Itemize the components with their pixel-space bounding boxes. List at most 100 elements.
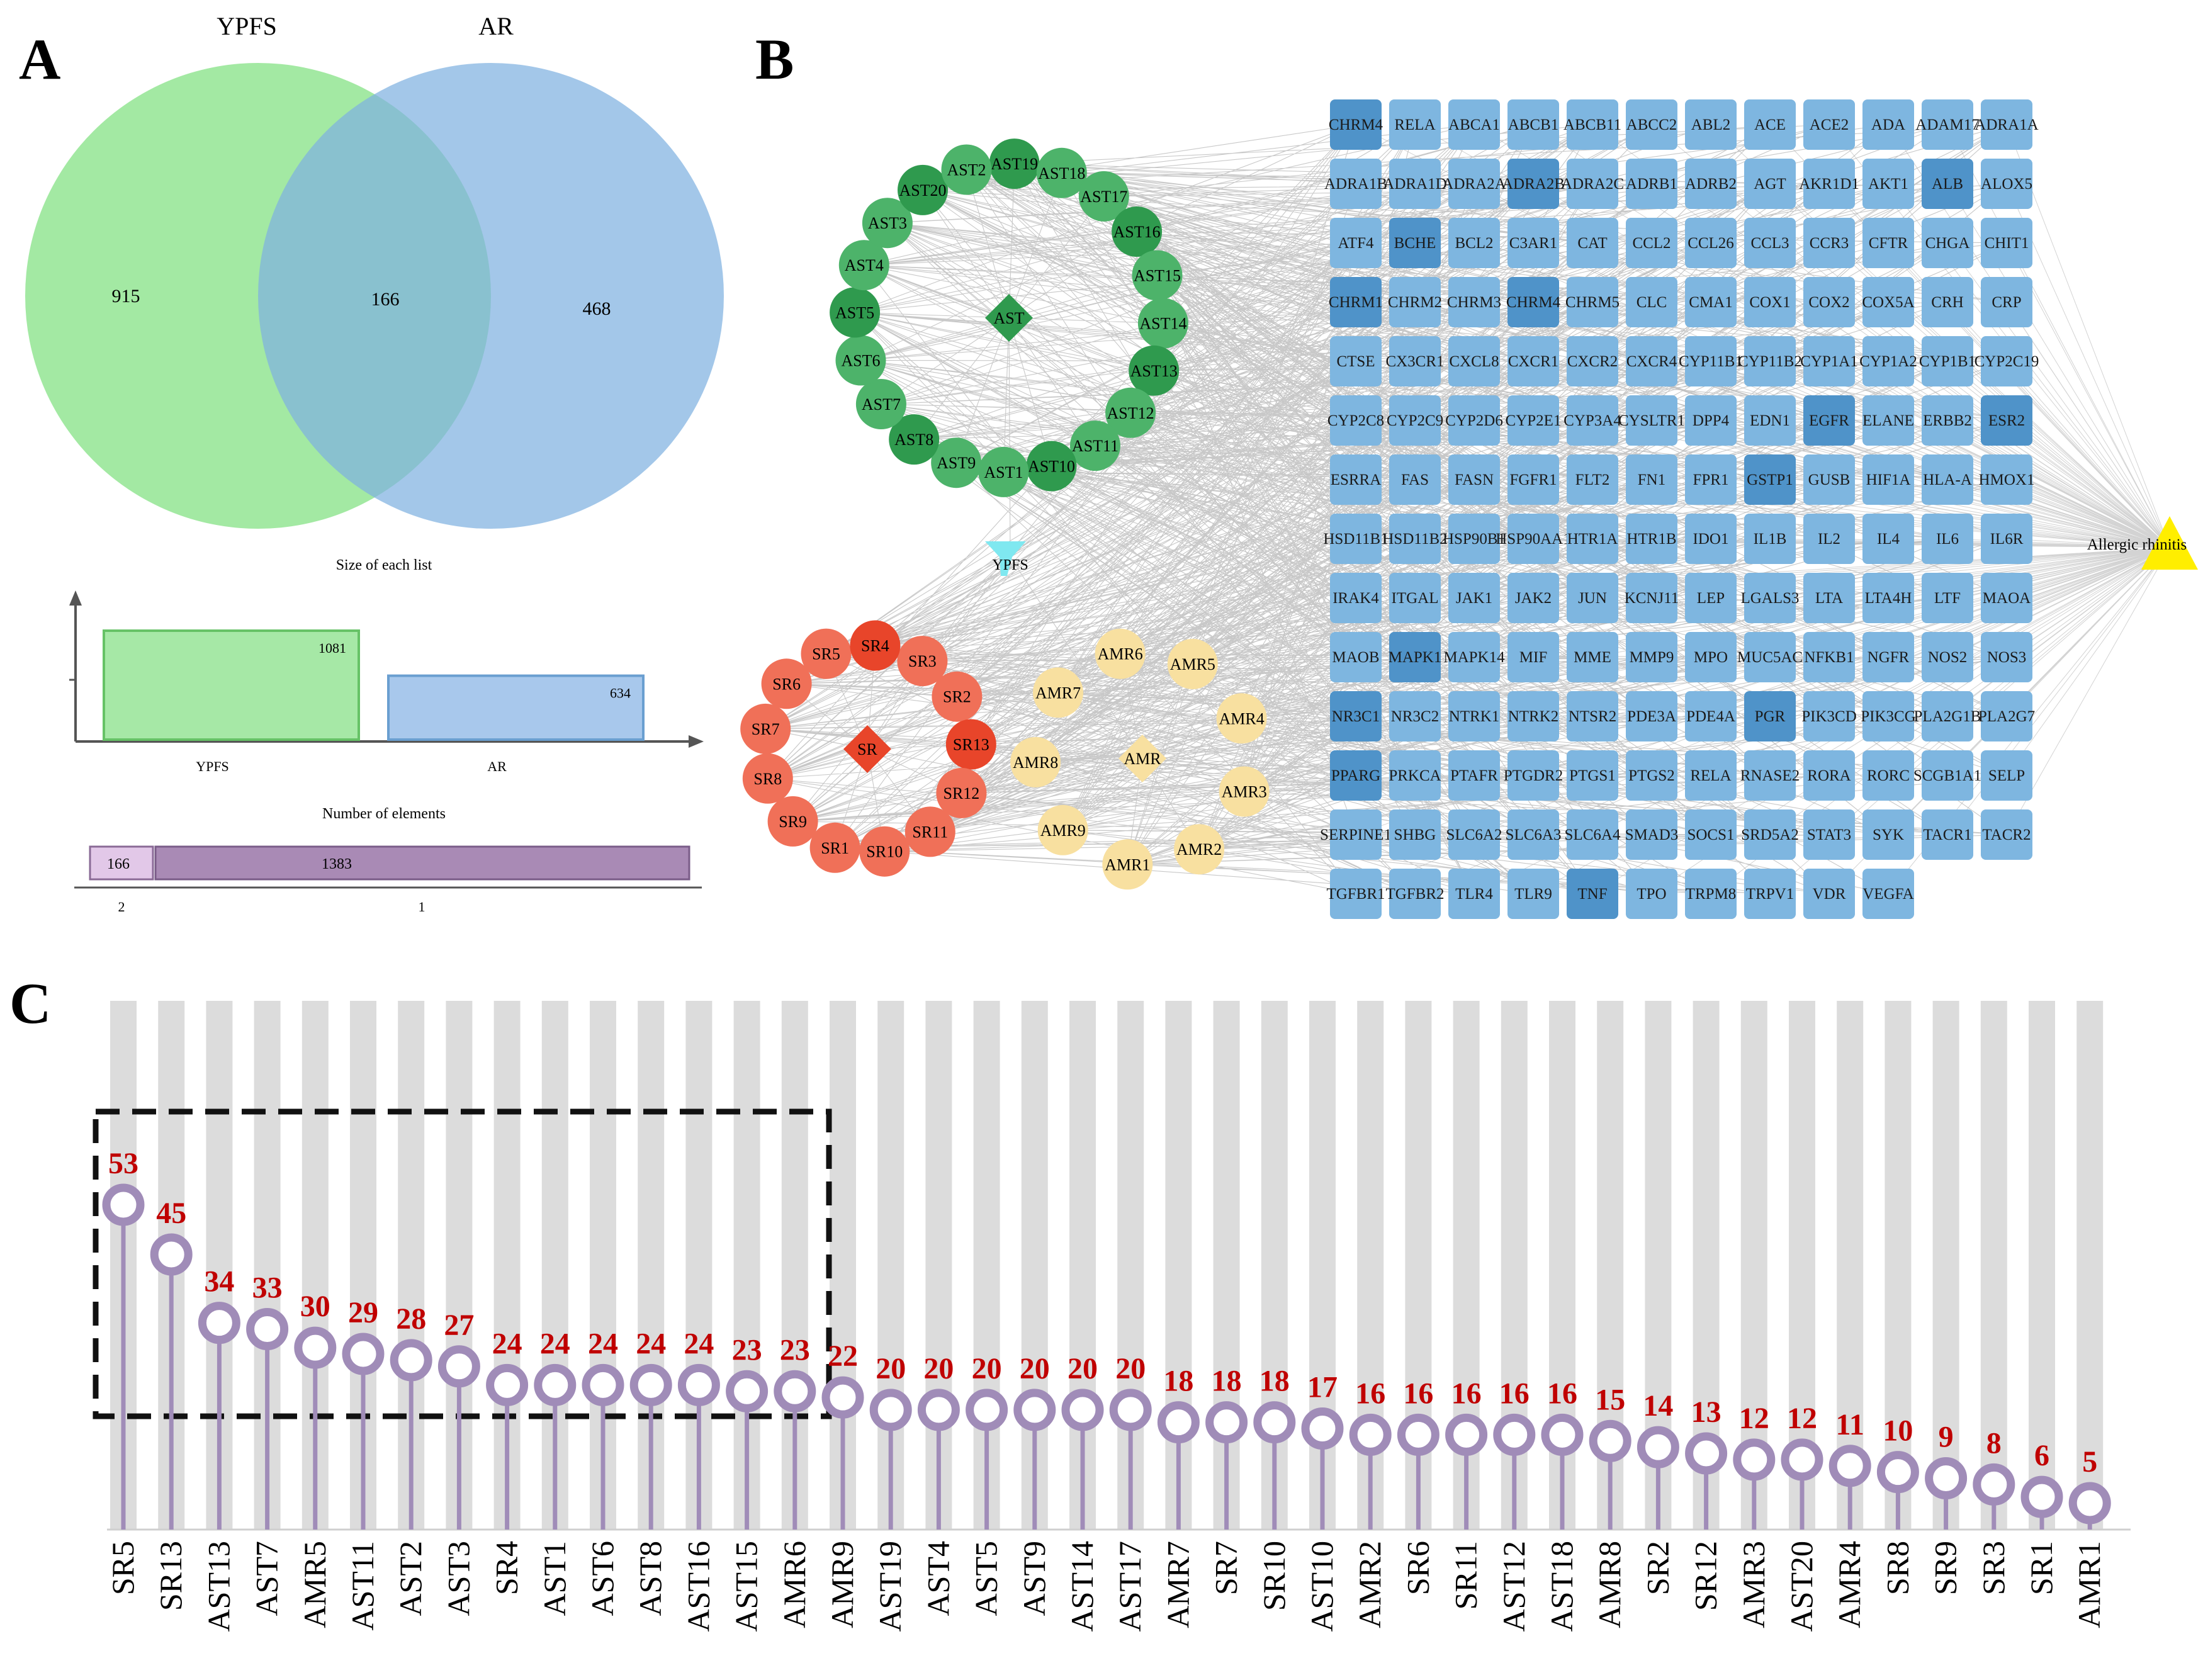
lollipop-category-label: SR11 <box>1448 1541 1484 1610</box>
target-label: SLC6A3 <box>1506 826 1562 843</box>
lollipop-value-label: 53 <box>108 1147 138 1180</box>
target-label: JAK2 <box>1515 590 1552 607</box>
venn-only1-count: 915 <box>112 286 140 307</box>
compound-node <box>835 335 886 386</box>
target-label: PDE4A <box>1686 708 1735 725</box>
target-node <box>1922 336 1973 386</box>
target-label: MAOB <box>1332 649 1379 666</box>
target-label: CXCR2 <box>1567 353 1618 370</box>
compound-label: AST6 <box>841 352 880 370</box>
lollipop-value-label: 18 <box>1259 1365 1290 1398</box>
target-label: CCL26 <box>1687 235 1734 252</box>
compound-label: AST9 <box>937 454 976 472</box>
target-node <box>1448 99 1500 150</box>
target-label: MAPK14 <box>1443 649 1505 666</box>
target-node <box>1862 573 1914 623</box>
target-label: CAT <box>1577 235 1607 252</box>
ast-hub-node <box>985 294 1033 342</box>
compound-node <box>767 796 818 847</box>
upset-segment-single <box>154 845 690 881</box>
lollipop-marker <box>150 1233 193 1276</box>
target-node <box>1330 750 1382 801</box>
target-node <box>1981 277 2032 327</box>
lollipop-value-label: 20 <box>972 1352 1002 1385</box>
target-label: MAOA <box>1983 590 2031 607</box>
lollipop-value-label: 11 <box>1836 1408 1864 1441</box>
target-node <box>1330 159 1382 209</box>
lollipop-category-label: AST15 <box>729 1541 764 1632</box>
target-node <box>1744 395 1796 446</box>
lollipop-marker <box>1253 1401 1296 1444</box>
lollipop-category-label: AST5 <box>969 1541 1004 1616</box>
target-node <box>1981 395 2032 446</box>
target-label: ELANE <box>1862 412 1914 429</box>
target-label: NOS3 <box>1987 649 2027 666</box>
compound-node <box>932 671 983 722</box>
target-label: TGFBR2 <box>1385 886 1444 903</box>
target-node <box>1803 869 1855 919</box>
target-label: PTGS1 <box>1569 767 1616 784</box>
venn-overlap-count: 166 <box>371 289 400 310</box>
target-node <box>1981 336 2032 386</box>
upset-segment-overlap <box>89 845 154 881</box>
lollipop-value-label: 20 <box>1020 1352 1050 1385</box>
target-node <box>1685 277 1737 327</box>
compound-label: AST12 <box>1107 404 1154 422</box>
compound-node <box>989 138 1040 189</box>
target-node <box>1685 336 1737 386</box>
target-label: MPO <box>1694 649 1728 666</box>
target-label: CYP2C9 <box>1387 412 1443 429</box>
compound-node <box>936 767 987 818</box>
lollipop-value-label: 24 <box>684 1327 714 1360</box>
target-node <box>1567 159 1618 209</box>
network-target-grid: CHRM4 RELA ABCA1 ABCB1 ABCB11 ABCC2 ABL2 ACE ACE… <box>1320 99 2039 919</box>
target-node <box>1685 869 1737 919</box>
target-label: MME <box>1574 649 1611 666</box>
target-node <box>1981 99 2032 150</box>
compound-label: AMR4 <box>1219 709 1264 728</box>
target-label: SELP <box>1988 767 2025 784</box>
target-node <box>1448 454 1500 505</box>
lollipop-value-label: 8 <box>1986 1426 2002 1460</box>
target-node <box>1330 514 1382 564</box>
lollipop-value-label: 18 <box>1163 1365 1193 1398</box>
target-node <box>1685 159 1737 209</box>
target-label: EGFR <box>1809 412 1849 429</box>
target-node <box>1862 514 1914 564</box>
compound-node <box>862 198 913 249</box>
chart-column <box>2076 1001 2104 1530</box>
lollipop-value-label: 16 <box>1451 1377 1482 1410</box>
target-label: FN1 <box>1638 471 1665 488</box>
target-label: ADRA2B <box>1502 176 1565 193</box>
target-label: AKR1D1 <box>1799 176 1859 193</box>
target-node <box>1803 395 1855 446</box>
target-label: CXCL8 <box>1449 353 1499 370</box>
target-label: PIK3CG <box>1861 708 1916 725</box>
target-node <box>1567 336 1618 386</box>
lollipop-category-label: AMR2 <box>1352 1541 1387 1628</box>
compound-label: AMR1 <box>1105 855 1150 874</box>
target-node <box>1922 514 1973 564</box>
lollipop-category-label: SR3 <box>1976 1541 2011 1595</box>
target-label: RELA <box>1394 116 1435 133</box>
target-node <box>1803 336 1855 386</box>
panel-b-label: B <box>755 27 794 91</box>
lollipop-value-label: 9 <box>1939 1421 1954 1454</box>
lollipop-marker <box>1637 1426 1679 1469</box>
compound-label: SR11 <box>912 823 948 841</box>
target-node <box>1803 750 1855 801</box>
target-label: DPP4 <box>1693 412 1730 429</box>
lollipop-value-label: 14 <box>1643 1389 1673 1423</box>
compound-label: AST10 <box>1028 458 1075 476</box>
compound-label: AST7 <box>862 395 901 414</box>
lollipop-marker <box>629 1363 672 1406</box>
upset-elements-title: Number of elements <box>322 806 446 822</box>
upset-bar-ar <box>387 674 645 741</box>
target-label: TACR2 <box>1982 826 2031 843</box>
target-node <box>1862 691 1914 741</box>
target-node <box>1507 99 1559 150</box>
target-node <box>1507 691 1559 741</box>
compound-label: AMR9 <box>1040 821 1086 840</box>
compound-label: AMR7 <box>1035 684 1081 702</box>
